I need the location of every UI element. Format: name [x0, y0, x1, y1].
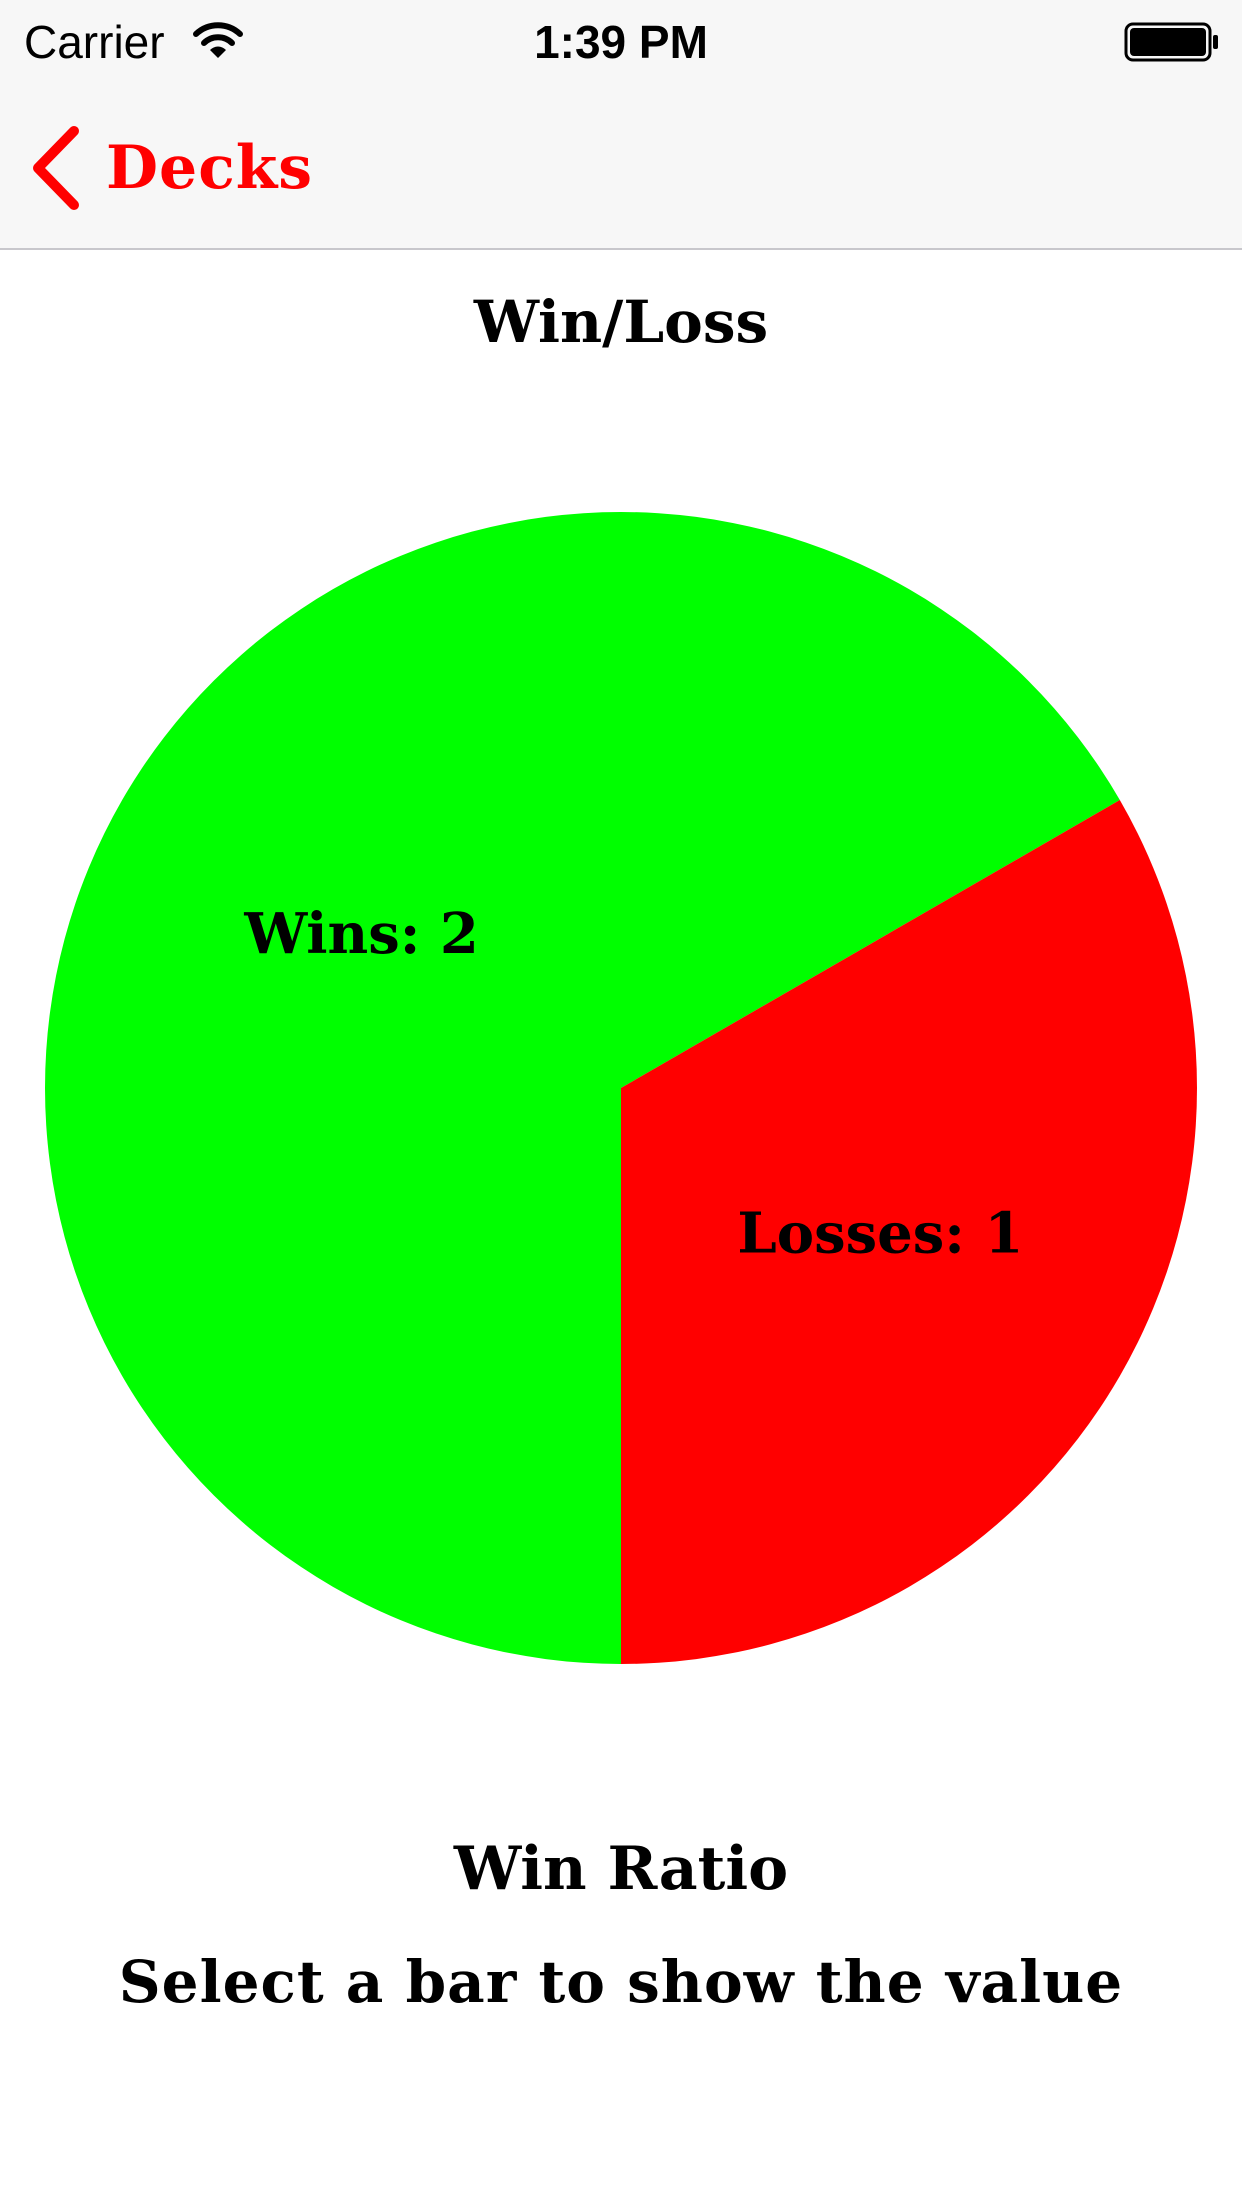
back-button[interactable]: Decks — [28, 120, 313, 216]
status-bar: Carrier 1:39 PM — [0, 0, 1242, 84]
clock: 1:39 PM — [534, 16, 708, 68]
chevron-left-icon — [33, 126, 79, 210]
carrier-name: Carrier — [24, 16, 165, 68]
win-ratio-title: Win Ratio — [453, 1834, 789, 1904]
pie-slice-wins[interactable] — [45, 512, 1120, 1664]
wifi-icon — [193, 22, 243, 58]
pie-chart[interactable]: Wins: 2 Losses: 1 — [0, 480, 1242, 1700]
chart-title: Win/Loss — [473, 288, 769, 356]
navigation-bar: Decks — [0, 84, 1242, 250]
pie-label-wins: Wins: 2 — [243, 901, 479, 967]
hint-text: Select a bar to show the value — [118, 1948, 1124, 2016]
battery-full-icon — [1124, 22, 1218, 62]
pie-slice-losses[interactable] — [621, 800, 1197, 1664]
back-button-label: Decks — [106, 133, 314, 203]
pie-label-losses: Losses: 1 — [737, 1200, 1023, 1266]
